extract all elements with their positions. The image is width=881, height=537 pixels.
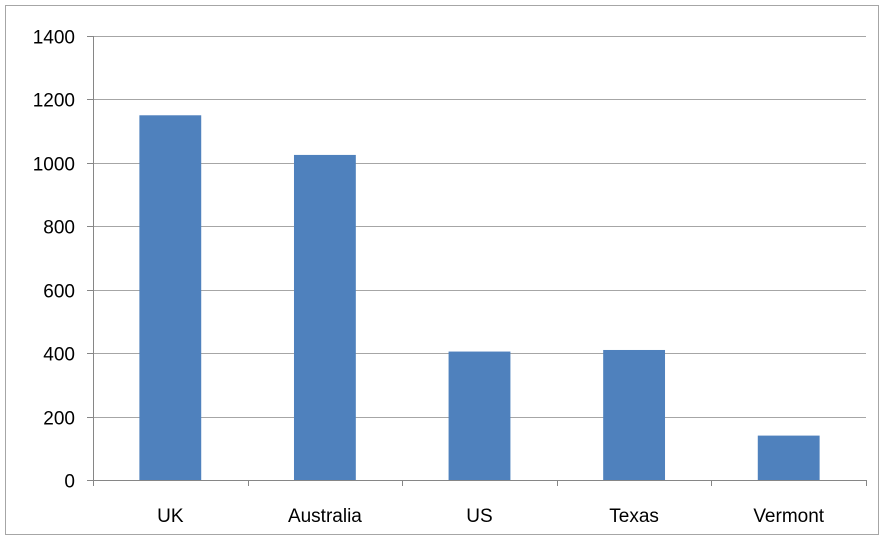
- y-tick-label: 600: [43, 282, 75, 303]
- y-tick-label: 1000: [33, 155, 75, 176]
- x-tick-label: Texas: [609, 506, 659, 527]
- bar-us: [448, 351, 511, 480]
- x-tick-label: Australia: [288, 506, 362, 527]
- y-tick-label: 0: [64, 472, 75, 493]
- bar-australia: [293, 154, 356, 480]
- bar-uk: [139, 115, 202, 481]
- bar-vermont: [757, 435, 820, 480]
- y-tick-label: 200: [43, 409, 75, 430]
- y-tick-label: 800: [43, 218, 75, 239]
- x-tick-label: UK: [157, 506, 184, 527]
- y-tick-label: 1400: [33, 28, 75, 49]
- y-tick-label: 1200: [33, 91, 75, 112]
- x-tick-label: Vermont: [753, 506, 824, 527]
- y-tick-label: 400: [43, 345, 75, 366]
- bar-texas: [603, 349, 666, 480]
- x-tick-label: US: [466, 506, 492, 527]
